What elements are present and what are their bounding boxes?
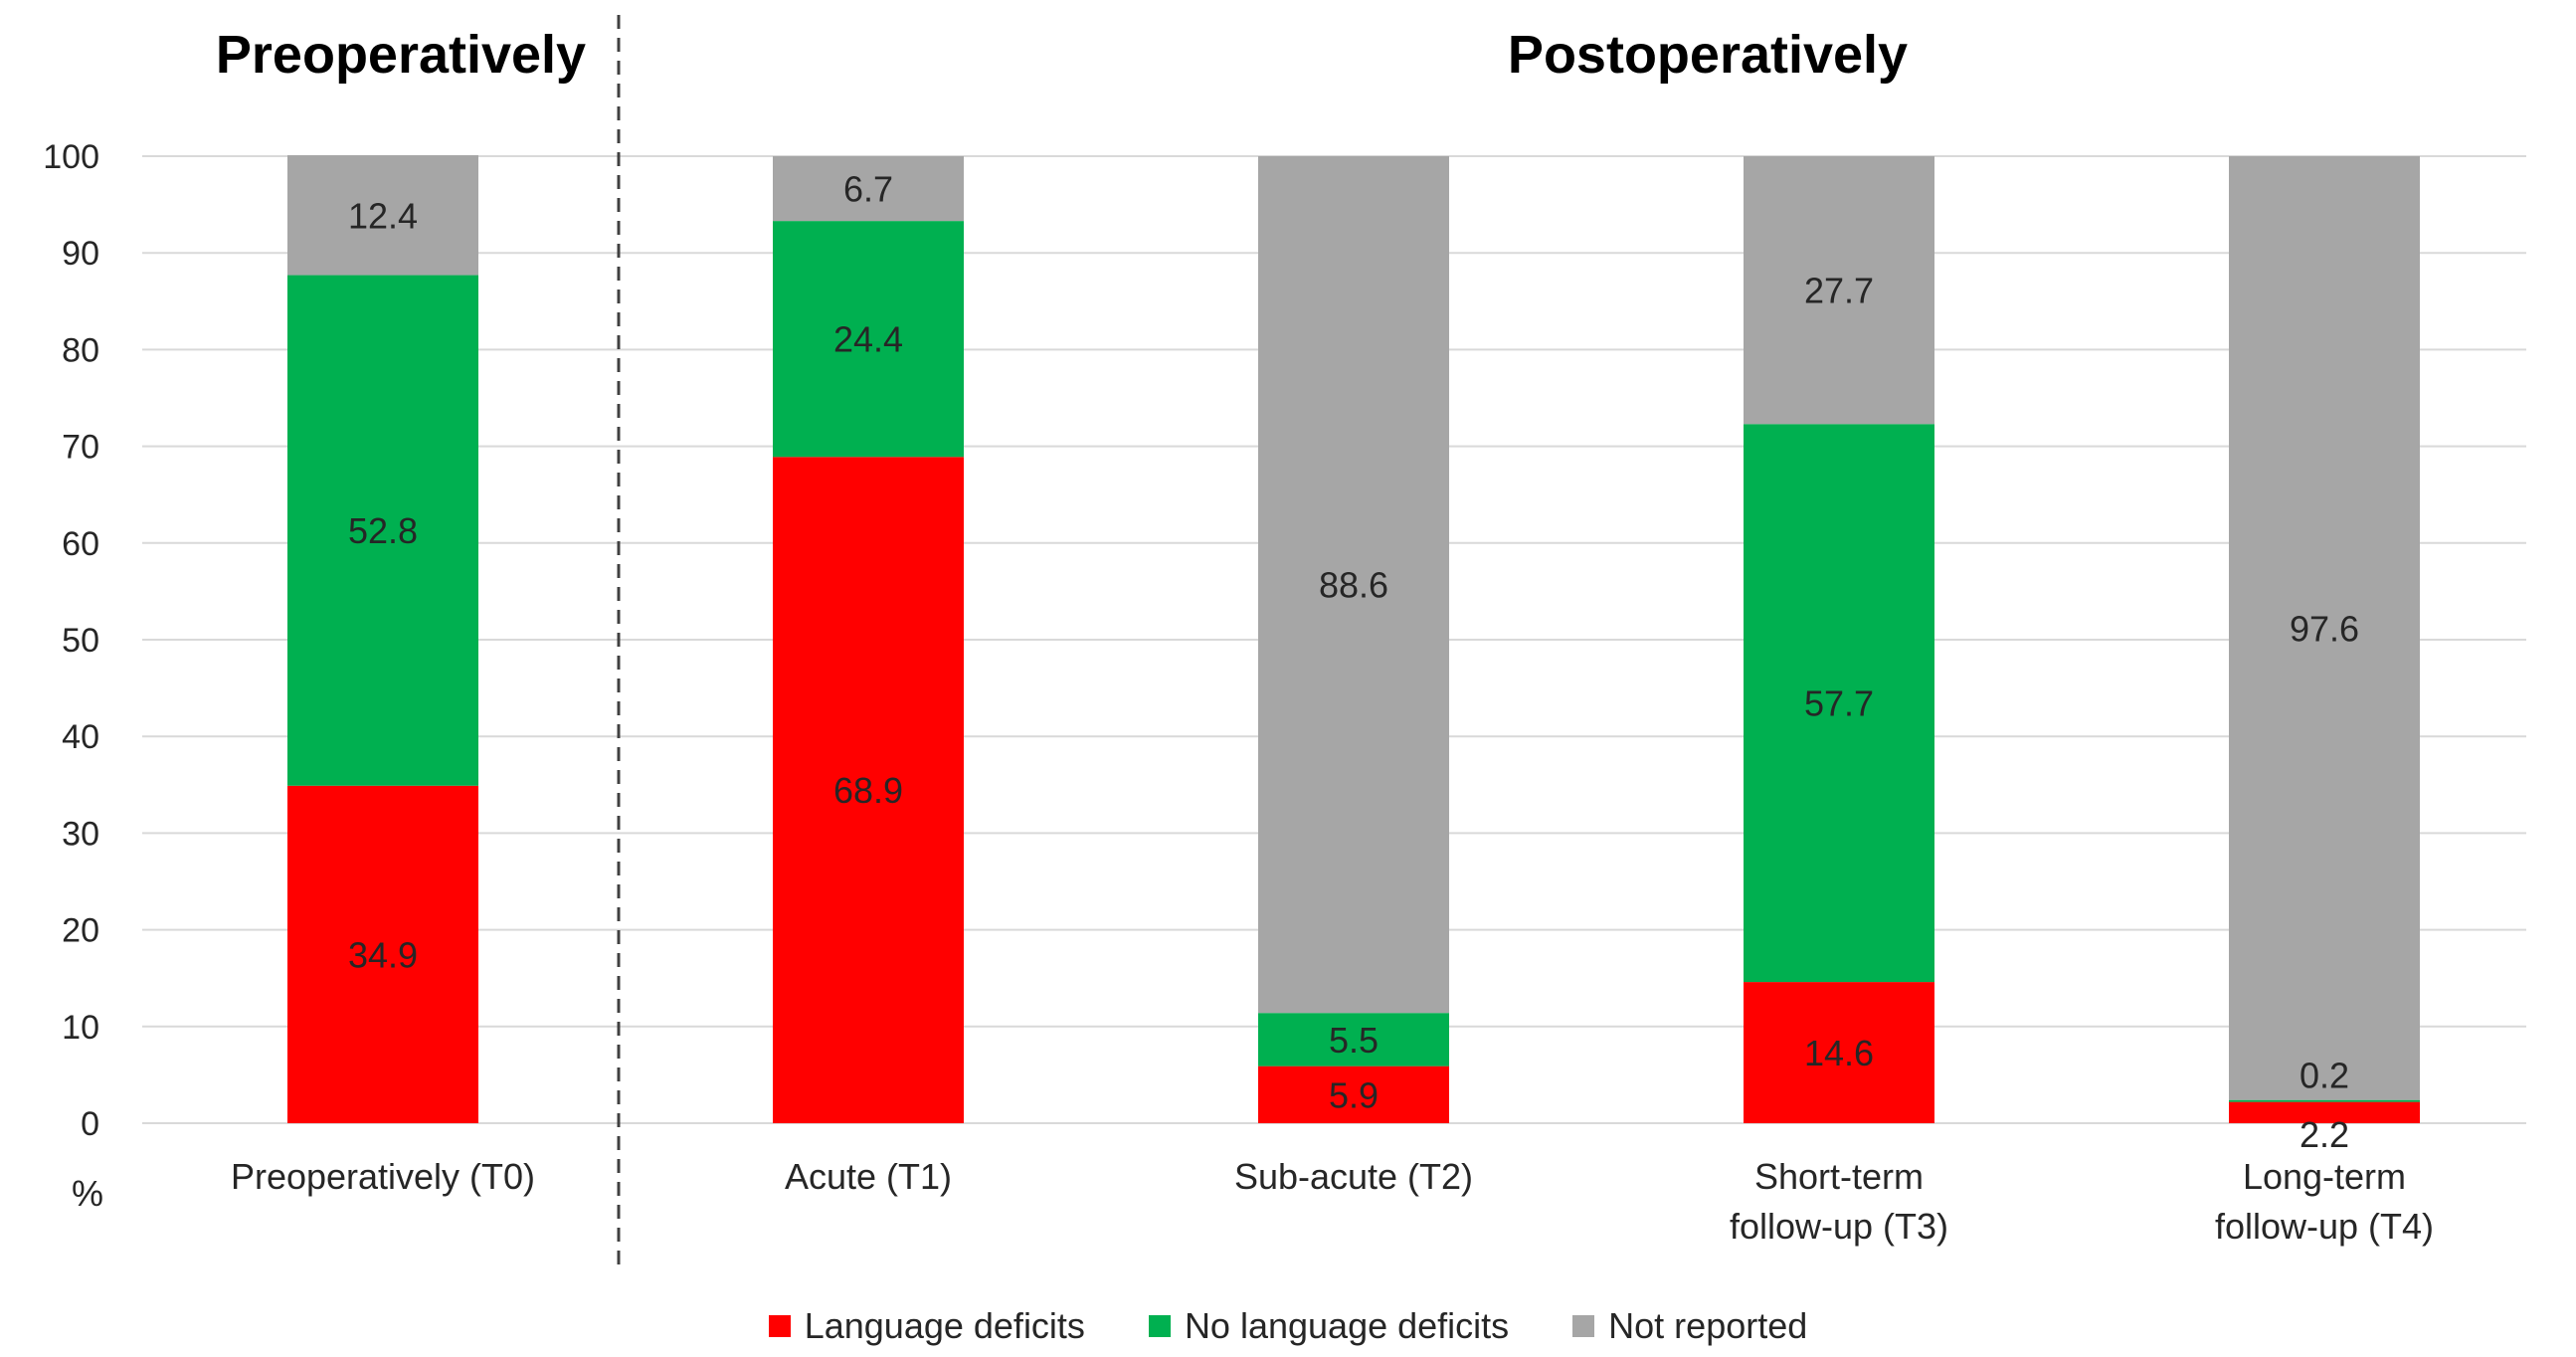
bar-segment bbox=[1744, 982, 1934, 1123]
y-tick-label: 10 bbox=[62, 1009, 99, 1047]
x-tick-label: Long-term bbox=[2243, 1156, 2406, 1197]
bar-segment bbox=[2229, 156, 2420, 1100]
data-label: 52.8 bbox=[348, 510, 418, 551]
data-label: 24.4 bbox=[833, 319, 903, 360]
section-header: Preoperatively bbox=[216, 25, 586, 85]
x-tick-label: Sub-acute (T2) bbox=[1234, 1156, 1473, 1197]
y-tick-label: 20 bbox=[62, 912, 99, 950]
legend-swatch-red bbox=[768, 1315, 791, 1337]
x-tick-label: follow-up (T4) bbox=[2215, 1206, 2434, 1247]
bar-segment bbox=[1258, 1013, 1449, 1066]
y-tick-label: 80 bbox=[62, 331, 99, 369]
legend-swatch-gray bbox=[1572, 1315, 1595, 1337]
bar-segment bbox=[773, 156, 964, 222]
data-label: 68.9 bbox=[833, 770, 903, 811]
data-label: 27.7 bbox=[1804, 271, 1874, 311]
bar-segment bbox=[773, 457, 964, 1123]
data-label: 12.4 bbox=[348, 195, 418, 236]
y-tick-label: 70 bbox=[62, 429, 99, 467]
bar-segment bbox=[773, 221, 964, 458]
x-tick-label: follow-up (T3) bbox=[1730, 1206, 1948, 1247]
data-label: 2.2 bbox=[2300, 1114, 2349, 1155]
legend-label: Language deficits bbox=[804, 1305, 1085, 1346]
bar-segment bbox=[1258, 156, 1449, 1014]
y-tick-label: 30 bbox=[62, 815, 99, 853]
data-label: 5.5 bbox=[1329, 1020, 1379, 1061]
bar-segment bbox=[287, 785, 478, 1123]
data-label: 6.7 bbox=[843, 169, 893, 210]
x-tick-label: Acute (T1) bbox=[785, 1156, 952, 1197]
bar-segment bbox=[287, 155, 478, 276]
legend-item-not-reported: Not reported bbox=[1572, 1305, 1807, 1347]
bar-segment bbox=[1258, 1066, 1449, 1123]
y-tick-label: 50 bbox=[62, 622, 99, 660]
y-tick-label: 90 bbox=[62, 235, 99, 273]
bar-segment bbox=[1744, 424, 1934, 983]
bar-segment bbox=[287, 275, 478, 786]
bar-segment bbox=[1744, 156, 1934, 425]
chart-legend: Language deficits No language deficits N… bbox=[0, 1301, 2576, 1351]
y-tick-label: 60 bbox=[62, 525, 99, 563]
data-label: 88.6 bbox=[1319, 565, 1388, 606]
y-tick-label: 0 bbox=[81, 1105, 99, 1143]
data-label: 97.6 bbox=[2290, 608, 2359, 649]
data-label: 5.9 bbox=[1329, 1074, 1379, 1115]
legend-item-no-language-deficits: No language deficits bbox=[1148, 1305, 1510, 1347]
legend-label: No language deficits bbox=[1184, 1305, 1510, 1346]
y-axis-label: % bbox=[72, 1173, 103, 1214]
legend-label: Not reported bbox=[1608, 1305, 1808, 1346]
y-tick-label: 100 bbox=[43, 138, 99, 176]
data-label: 34.9 bbox=[348, 934, 418, 975]
data-label: 14.6 bbox=[1804, 1033, 1874, 1073]
bar-segment bbox=[2229, 1099, 2420, 1102]
data-label: 0.2 bbox=[2300, 1056, 2349, 1096]
section-header: Postoperatively bbox=[1508, 25, 1908, 85]
x-tick-label: Preoperatively (T0) bbox=[231, 1156, 535, 1197]
data-label: 57.7 bbox=[1804, 683, 1874, 724]
legend-item-language-deficits: Language deficits bbox=[768, 1305, 1085, 1347]
bar-segment bbox=[2229, 1101, 2420, 1123]
legend-swatch-green bbox=[1148, 1315, 1171, 1337]
x-tick-label: Short-term bbox=[1754, 1156, 1924, 1197]
y-tick-label: 40 bbox=[62, 718, 99, 756]
